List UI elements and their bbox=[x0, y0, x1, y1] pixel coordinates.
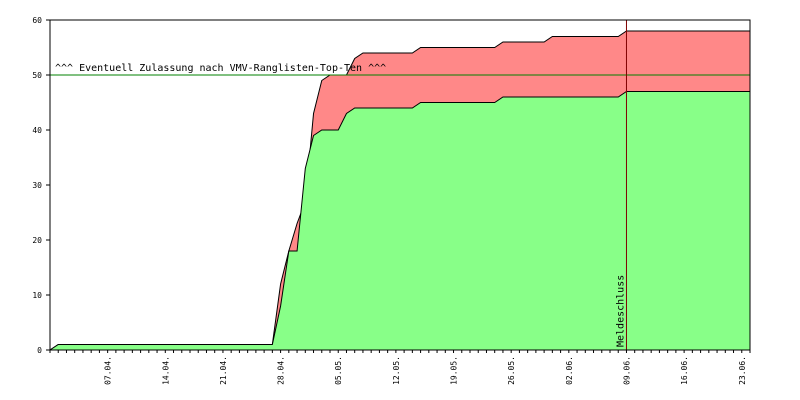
x-tick-label: 23.06. bbox=[738, 356, 747, 385]
x-tick-label: 26.05. bbox=[507, 356, 516, 385]
series-0-area bbox=[50, 91, 750, 350]
plot-area: ^^^ Eventuell Zulassung nach VMV-Ranglis… bbox=[49, 20, 750, 351]
y-tick-label: 10 bbox=[32, 291, 42, 300]
x-tick-label: 16.06. bbox=[680, 356, 689, 385]
reference-line-label: ^^^ Eventuell Zulassung nach VMV-Ranglis… bbox=[55, 63, 386, 74]
series-0-line bbox=[49, 91, 750, 351]
x-tick-label: 19.05. bbox=[450, 356, 459, 385]
x-tick-label: 09.06. bbox=[622, 356, 631, 385]
y-tick-label: 40 bbox=[32, 126, 42, 135]
y-tick-label: 60 bbox=[32, 16, 42, 25]
y-tick-label: 30 bbox=[32, 181, 42, 190]
x-tick-label: 02.06. bbox=[565, 356, 574, 385]
x-tick-label: 14.04. bbox=[161, 356, 170, 385]
x-tick-label: 05.05. bbox=[334, 356, 343, 385]
x-tick-label: 07.04. bbox=[104, 356, 113, 385]
y-tick-label: 20 bbox=[32, 236, 42, 245]
y-tick-label: 50 bbox=[32, 71, 42, 80]
x-tick-label: 21.04. bbox=[219, 356, 228, 385]
x-tick-label: 12.05. bbox=[392, 356, 401, 385]
x-tick-label: 28.04. bbox=[277, 356, 286, 385]
y-tick-label: 0 bbox=[37, 346, 42, 355]
series-1-line bbox=[49, 30, 750, 351]
axes: 0 10 20 30 40 50 60 07.04. 14.04. 21.04. 28.04. 05.… bbox=[32, 16, 751, 385]
marker-line-label: Meldeschluss bbox=[615, 275, 626, 347]
